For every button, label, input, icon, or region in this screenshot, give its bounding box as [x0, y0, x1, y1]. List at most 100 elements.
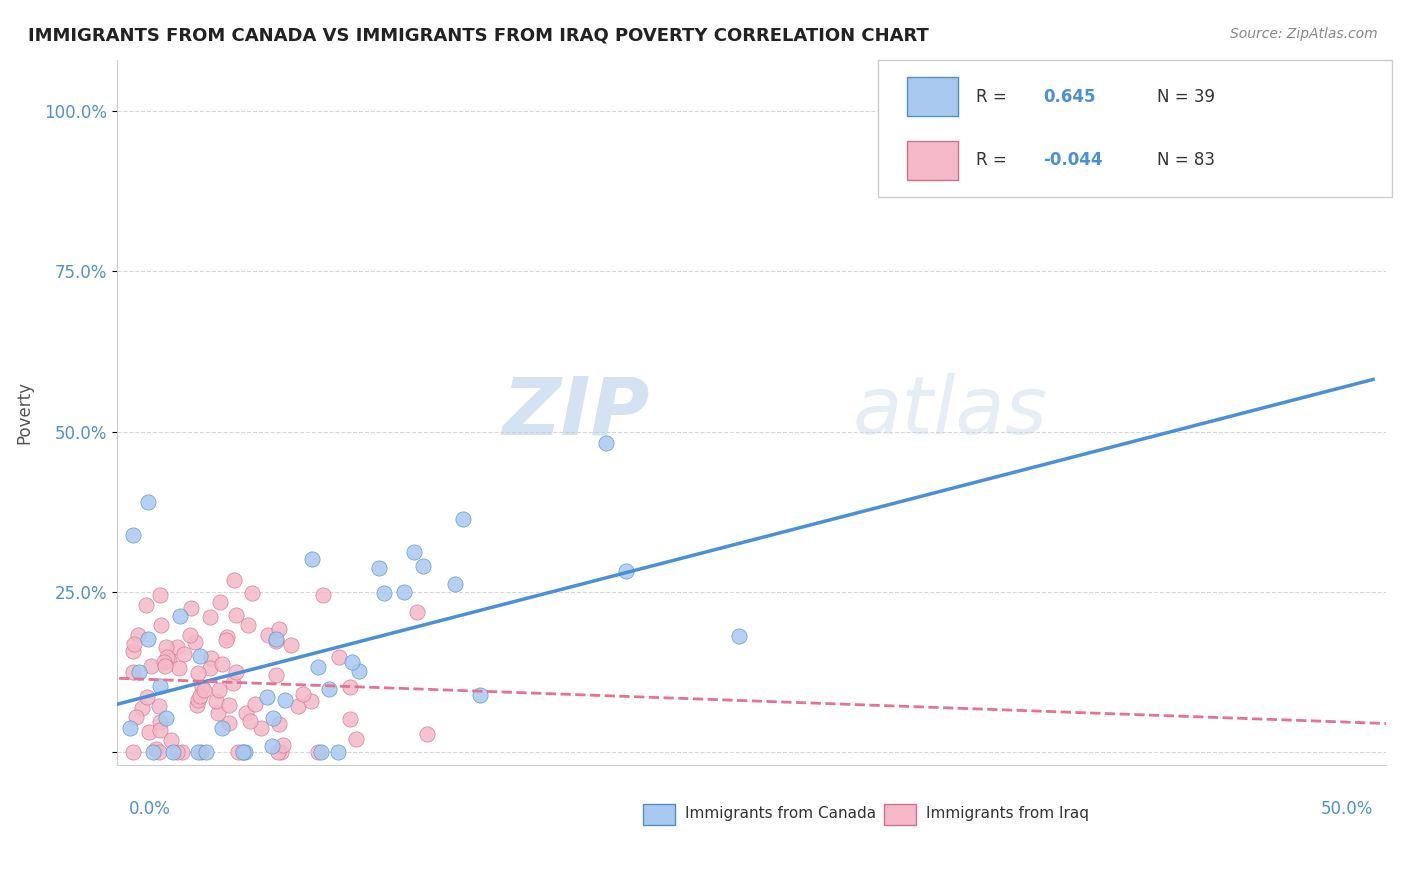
FancyBboxPatch shape [879, 60, 1392, 197]
Point [250, 722, 273, 736]
Point [245, 697, 267, 711]
Point [145, 742, 167, 756]
Point [162, 745, 184, 759]
Point [280, 638, 302, 652]
Point [190, 649, 212, 664]
Point [193, 682, 215, 697]
Point [135, 690, 157, 704]
Point [169, 609, 191, 624]
Point [200, 650, 222, 665]
Point [205, 694, 228, 708]
Text: IMMIGRANTS FROM CANADA VS IMMIGRANTS FROM IRAQ POVERTY CORRELATION CHART: IMMIGRANTS FROM CANADA VS IMMIGRANTS FRO… [28, 27, 929, 45]
Point [200, 661, 222, 675]
Point [138, 724, 160, 739]
Point [160, 733, 183, 747]
Point [180, 601, 202, 615]
Point [156, 649, 179, 664]
Point [122, 665, 145, 679]
Point [191, 680, 214, 694]
Point [190, 745, 212, 759]
Point [240, 586, 263, 600]
Point [267, 717, 290, 731]
Point [339, 680, 361, 694]
FancyBboxPatch shape [884, 804, 917, 825]
Point [342, 656, 364, 670]
Point [211, 721, 233, 735]
Point [299, 694, 322, 708]
Point [231, 745, 253, 759]
Point [451, 512, 474, 526]
Point [149, 679, 172, 693]
Point [166, 745, 188, 759]
Text: atlas: atlas [852, 374, 1047, 451]
Point [307, 745, 329, 759]
Point [225, 607, 247, 622]
Point [122, 528, 145, 542]
Point [312, 588, 335, 602]
Point [122, 644, 145, 658]
Point [155, 711, 177, 725]
Point [136, 632, 159, 646]
Point [339, 712, 361, 726]
Point [187, 745, 209, 759]
Point [122, 745, 145, 759]
Point [215, 632, 238, 647]
FancyBboxPatch shape [907, 141, 957, 179]
Point [148, 745, 170, 759]
Point [233, 745, 256, 759]
Point [616, 564, 638, 578]
Text: R =: R = [976, 88, 1007, 106]
Point [307, 660, 329, 674]
Point [149, 715, 172, 730]
Point [155, 640, 177, 654]
Point [226, 745, 249, 759]
Text: 0.645: 0.645 [1043, 88, 1095, 106]
Point [271, 738, 294, 752]
Point [148, 699, 170, 714]
Point [402, 544, 425, 558]
Point [167, 661, 190, 675]
Point [328, 745, 350, 759]
Point [328, 650, 350, 665]
Text: N = 83: N = 83 [1157, 152, 1215, 169]
Point [135, 599, 157, 613]
Point [120, 721, 142, 735]
Point [292, 687, 315, 701]
Text: N = 39: N = 39 [1157, 88, 1215, 106]
FancyBboxPatch shape [907, 78, 957, 116]
Point [318, 682, 340, 697]
Point [301, 552, 323, 566]
Point [256, 628, 278, 642]
Point [153, 659, 176, 673]
Point [235, 706, 257, 721]
Point [443, 576, 465, 591]
Text: Immigrants from Iraq: Immigrants from Iraq [927, 805, 1090, 821]
Point [136, 495, 159, 509]
Point [128, 665, 150, 679]
Point [207, 706, 229, 721]
Text: -0.044: -0.044 [1043, 152, 1102, 169]
Point [232, 745, 254, 759]
Point [194, 745, 217, 759]
Point [470, 688, 492, 702]
FancyBboxPatch shape [644, 804, 675, 825]
Point [264, 632, 287, 647]
Point [264, 633, 287, 648]
Text: Source: ZipAtlas.com: Source: ZipAtlas.com [1230, 27, 1378, 41]
Point [218, 716, 240, 731]
Point [187, 665, 209, 680]
Point [728, 629, 751, 643]
Point [142, 745, 165, 759]
Point [149, 723, 172, 737]
Point [207, 683, 229, 698]
Point [122, 637, 145, 651]
Point [236, 618, 259, 632]
Point [200, 609, 222, 624]
Point [406, 605, 429, 619]
Point [149, 618, 172, 632]
Point [187, 693, 209, 707]
Point [344, 731, 367, 746]
Point [262, 739, 284, 754]
Point [287, 698, 309, 713]
Point [367, 561, 389, 575]
